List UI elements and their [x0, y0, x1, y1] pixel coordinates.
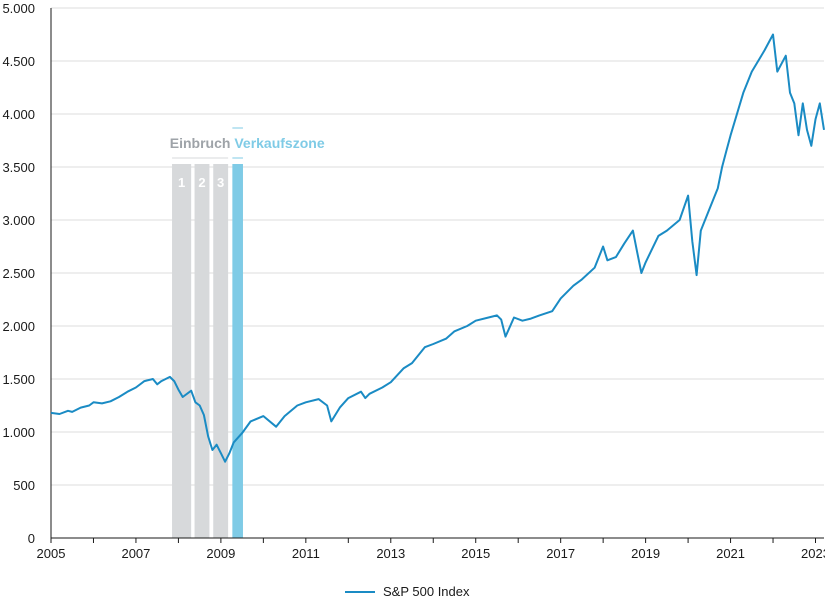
zone-number: 3 [217, 175, 224, 190]
y-tick-label: 1.500 [2, 372, 35, 387]
y-tick-label: 1.000 [2, 425, 35, 440]
y-tick-label: 4.500 [2, 54, 35, 69]
y-tick-label: 500 [13, 478, 35, 493]
series-line-sp500 [50, 33, 825, 463]
y-tick-label: 4.000 [2, 107, 35, 122]
y-tick-label: 3.500 [2, 160, 35, 175]
zone-bar [194, 164, 210, 538]
x-tick-label: 2015 [461, 546, 490, 561]
x-tick-label: 2009 [206, 546, 235, 561]
x-tick-label: 2023 [801, 546, 825, 561]
zone-bar [172, 164, 192, 538]
zone-header-einbruch: Einbruch [170, 135, 231, 151]
x-tick-label: 2019 [631, 546, 660, 561]
y-tick-label: 0 [28, 531, 35, 546]
zone-header-verkaufszone: Verkaufszone [234, 135, 324, 151]
zone-labels: 1 2 3 Einbruch Verkaufszone [170, 127, 325, 190]
zone-bar [213, 164, 229, 538]
x-tick-label: 2007 [121, 546, 150, 561]
x-tick-label: 2005 [37, 546, 66, 561]
zone-number: 2 [198, 175, 205, 190]
y-tick-label: 2.500 [2, 266, 35, 281]
x-tick-label: 2017 [546, 546, 575, 561]
zone-bar [232, 164, 243, 538]
x-tick-label: 2013 [376, 546, 405, 561]
gridlines [51, 7, 824, 486]
x-tick-label: 2021 [716, 546, 745, 561]
axes: 0 500 1.000 1.500 2.000 2.500 3.000 3.500 4.000 4… [2, 1, 825, 561]
recession-zones [172, 164, 243, 538]
legend: S&P 500 Index [345, 584, 470, 599]
y-tick-label: 3.000 [2, 213, 35, 228]
x-tick-label: 2011 [292, 546, 320, 561]
y-tick-label: 2.000 [2, 319, 35, 334]
legend-label: S&P 500 Index [383, 584, 470, 599]
y-tick-label: 5.000 [2, 1, 35, 16]
zone-number: 1 [178, 175, 185, 190]
legend-swatch [345, 590, 375, 593]
series-layer [50, 33, 825, 463]
